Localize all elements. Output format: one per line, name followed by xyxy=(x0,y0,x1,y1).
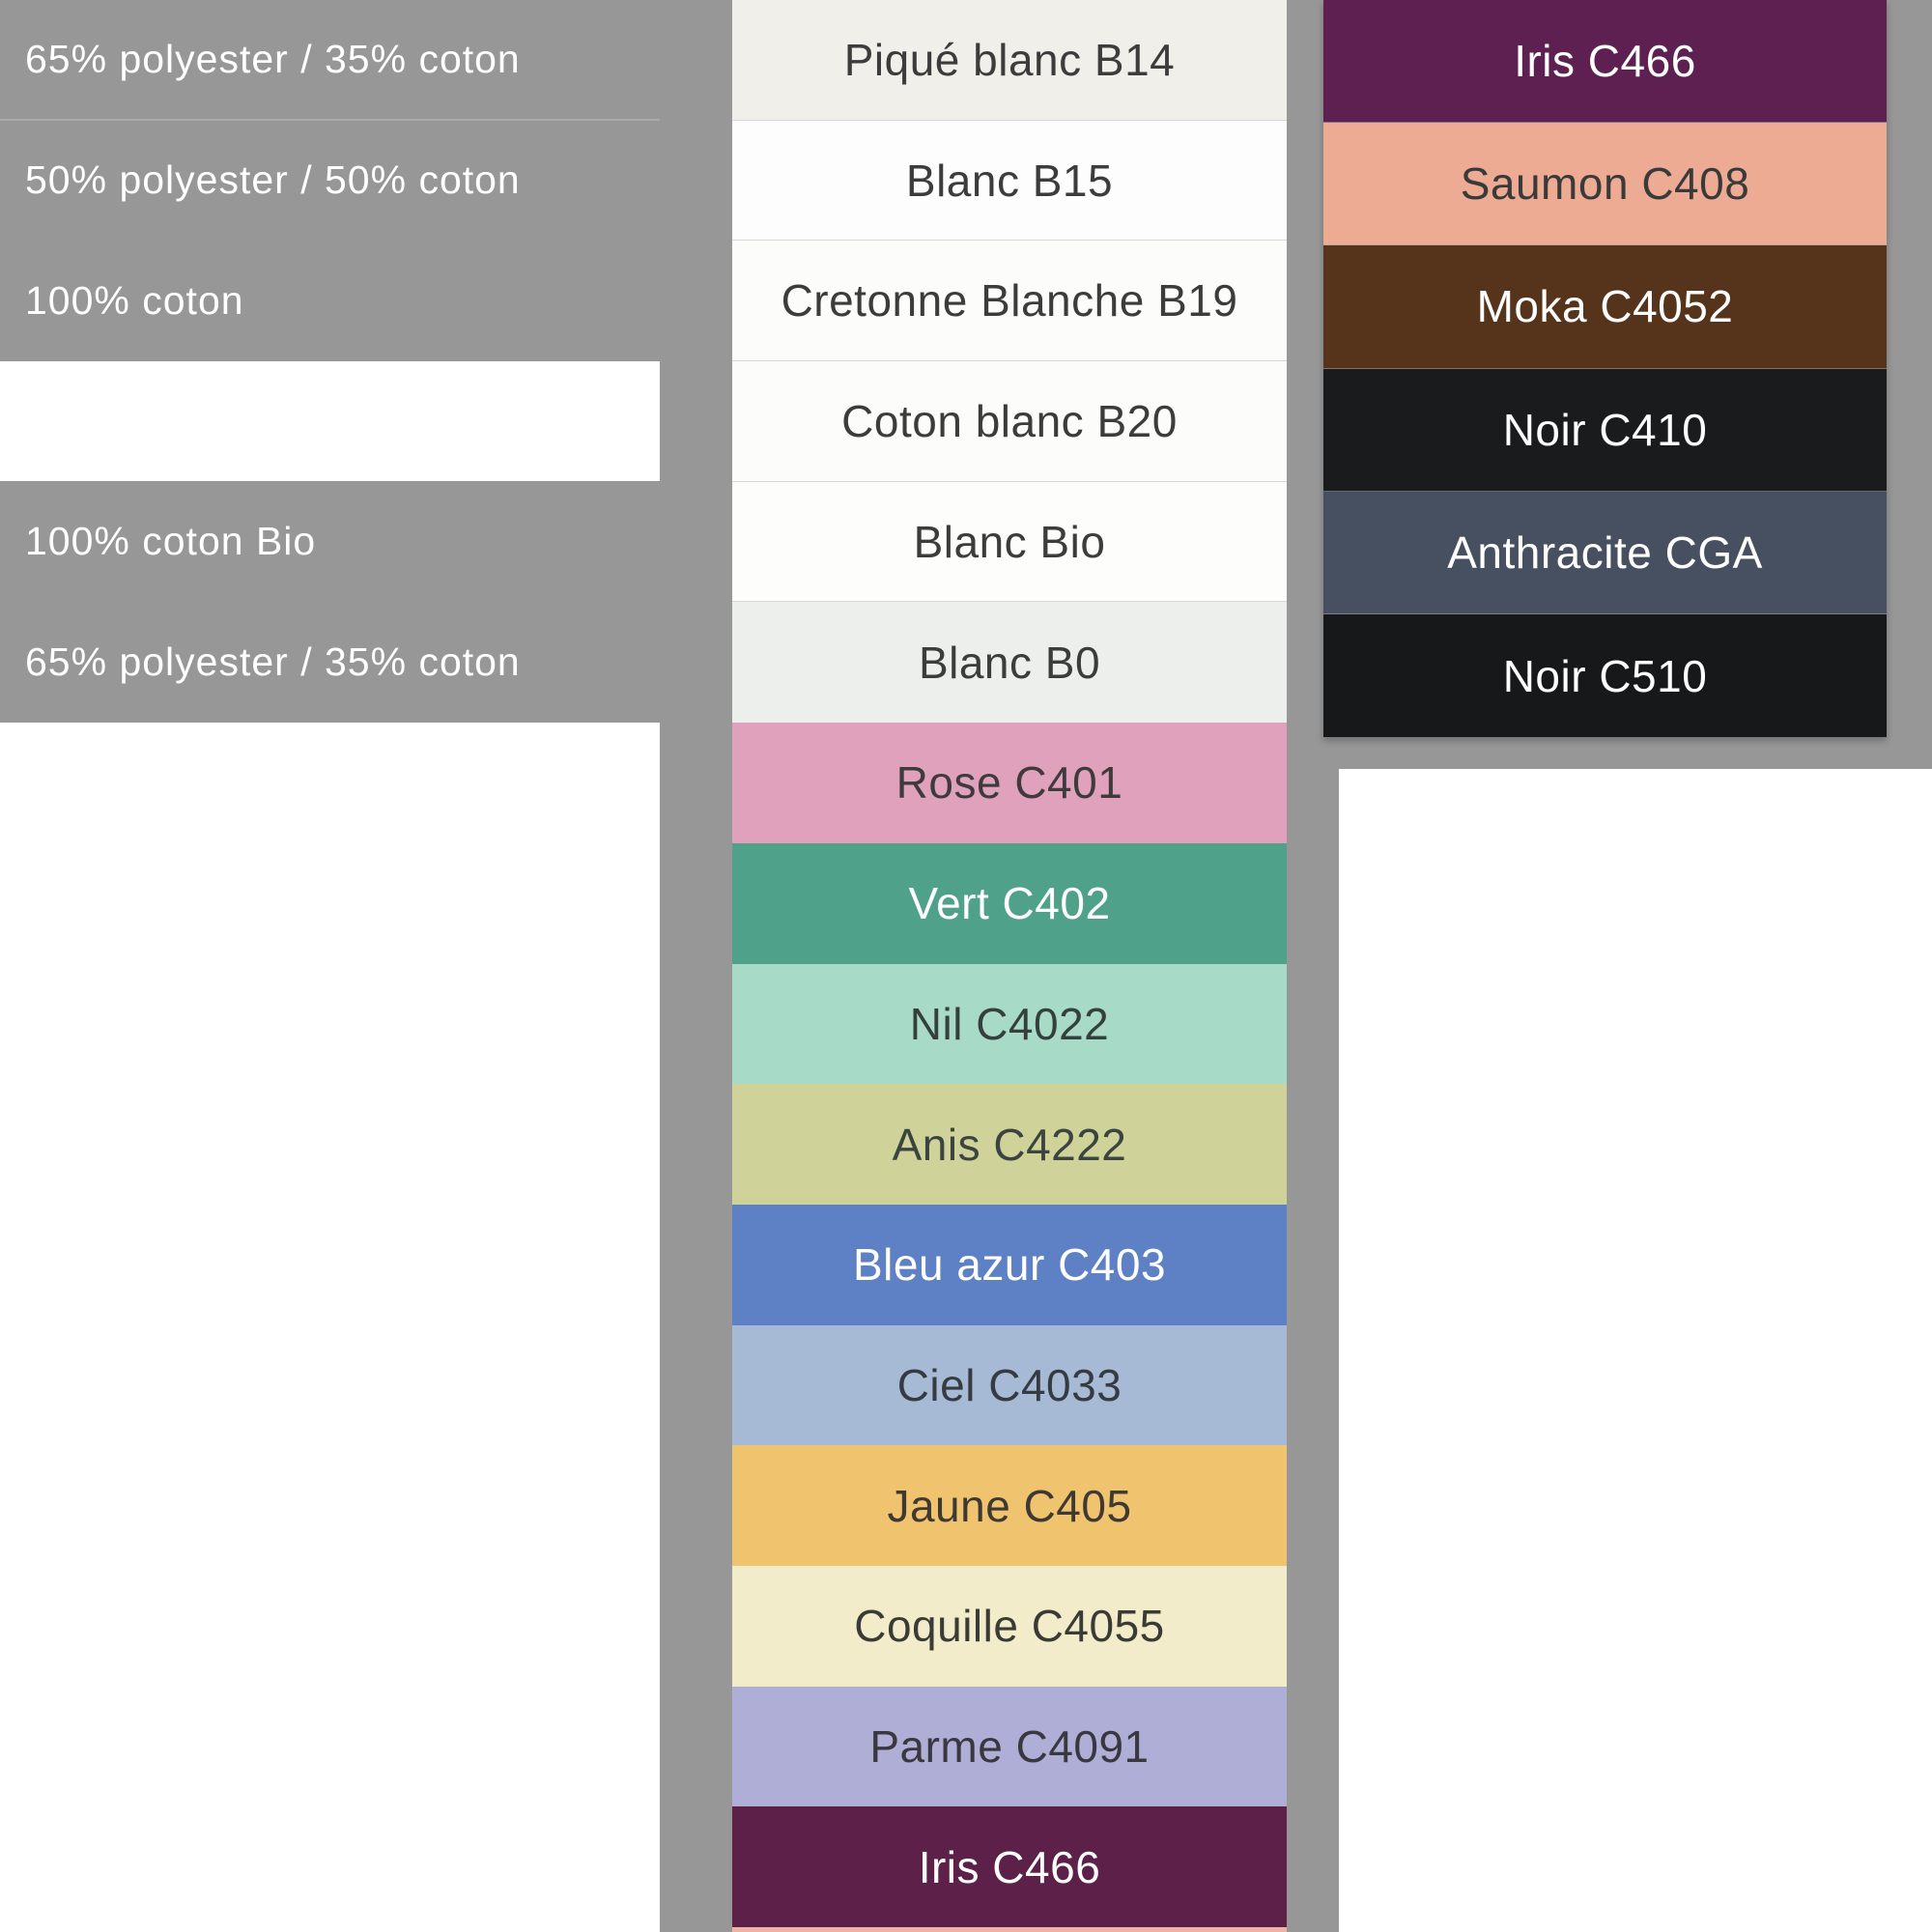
fabric-composition-row: 65% polyester / 35% coton xyxy=(0,0,660,121)
swatch-label: Coquille C4055 xyxy=(854,1601,1165,1652)
swatch-label: Coton blanc B20 xyxy=(841,395,1178,446)
swatch-label: Piqué blanc B14 xyxy=(843,34,1176,85)
fabric-swatch: Blanc Bio xyxy=(732,481,1287,603)
fabric-swatch: Moka C4052 xyxy=(1323,245,1887,369)
fabric-swatch: Rose C401 xyxy=(732,723,1287,843)
swatch-label: Blanc B0 xyxy=(918,637,1101,688)
fabric-swatch: Coquille C4055 xyxy=(732,1565,1287,1687)
fabric-swatch: Parme C4091 xyxy=(732,1686,1287,1807)
swatch-label: Blanc B15 xyxy=(905,155,1114,206)
fabric-swatch: Saumon C408 xyxy=(1323,123,1887,246)
fabric-composition-row: 100% coton xyxy=(0,241,660,361)
swatch-label: Anis C4222 xyxy=(892,1119,1127,1170)
fabric-composition-label: 65% polyester / 35% coton xyxy=(25,36,521,81)
fabric-composition-label: 50% polyester / 50% coton xyxy=(25,157,521,203)
swatch-label: Noir C410 xyxy=(1502,404,1708,455)
fabric-swatch: Nil C4022 xyxy=(732,963,1287,1085)
swatch-label: Jaune C405 xyxy=(887,1480,1132,1531)
fabric-composition-row xyxy=(0,361,660,482)
fabric-swatch: Iris C466 xyxy=(1323,0,1887,124)
swatch-label: Iris C466 xyxy=(918,1841,1101,1892)
left-panel-white-gap xyxy=(0,361,660,481)
fabric-swatch: Anthracite CGA xyxy=(1323,491,1887,614)
swatch-label: Ciel C4033 xyxy=(896,1359,1122,1410)
swatch-label: Noir C510 xyxy=(1502,650,1708,701)
fabric-swatch: Ciel C4033 xyxy=(732,1324,1287,1446)
fabric-composition-row: 50% polyester / 50% coton xyxy=(0,120,660,242)
fabric-composition-row: 65% polyester / 35% coton xyxy=(0,601,660,723)
fabric-composition-label: 100% coton Bio xyxy=(25,519,317,564)
fabric-swatch: Bleu azur C403 xyxy=(732,1204,1287,1325)
fabric-swatch: Piqué blanc B14 xyxy=(732,0,1287,121)
fabric-swatch: Anis C4222 xyxy=(732,1084,1287,1205)
fabric-composition-label: 65% polyester / 35% coton xyxy=(25,639,521,684)
swatch-label: Iris C466 xyxy=(1514,36,1696,87)
fabric-swatch: Iris C466 xyxy=(732,1806,1287,1927)
fabric-composition-row: 100% coton Bio xyxy=(0,481,660,602)
fabric-swatch: Noir C410 xyxy=(1323,368,1887,492)
fabric-swatch: Vert C402 xyxy=(732,842,1287,964)
fabric-swatch: Noir C510 xyxy=(1323,613,1887,738)
bottom-left-white-area xyxy=(0,722,660,1932)
fabric-swatch: Blanc B15 xyxy=(732,120,1287,242)
fabric-swatch: Jaune C405 xyxy=(732,1445,1287,1566)
fabric-swatch: Coton blanc B20 xyxy=(732,361,1287,482)
swatch-label: Cretonne Blanche B19 xyxy=(781,275,1238,327)
swatch-label: Parme C4091 xyxy=(869,1720,1150,1772)
swatch-label: Saumon C408 xyxy=(1460,158,1750,210)
swatch-column-whites-and-pastels: Piqué blanc B14 Blanc B15 Cretonne Blanc… xyxy=(732,0,1287,1932)
fabric-composition-panel: 65% polyester / 35% coton 50% polyester … xyxy=(0,0,660,723)
fabric-swatch: Cretonne Blanche B19 xyxy=(732,241,1287,362)
swatch-label: Moka C4052 xyxy=(1476,281,1734,332)
swatch-label: Rose C401 xyxy=(895,757,1123,809)
swatch-label: Blanc Bio xyxy=(913,516,1106,567)
fabric-swatch xyxy=(732,1927,1287,1932)
bottom-right-white-area xyxy=(1339,769,1932,1932)
swatch-label: Anthracite CGA xyxy=(1447,526,1763,578)
fabric-swatch: Blanc B0 xyxy=(732,602,1287,724)
swatch-label: Vert C402 xyxy=(908,878,1111,929)
fabric-composition-label: 100% coton xyxy=(25,277,244,323)
swatch-label: Bleu azur C403 xyxy=(852,1239,1167,1291)
swatch-label: Nil C4022 xyxy=(909,998,1110,1049)
swatch-column-darks: Iris C466 Saumon C408 Moka C4052 Noir C4… xyxy=(1323,0,1887,738)
